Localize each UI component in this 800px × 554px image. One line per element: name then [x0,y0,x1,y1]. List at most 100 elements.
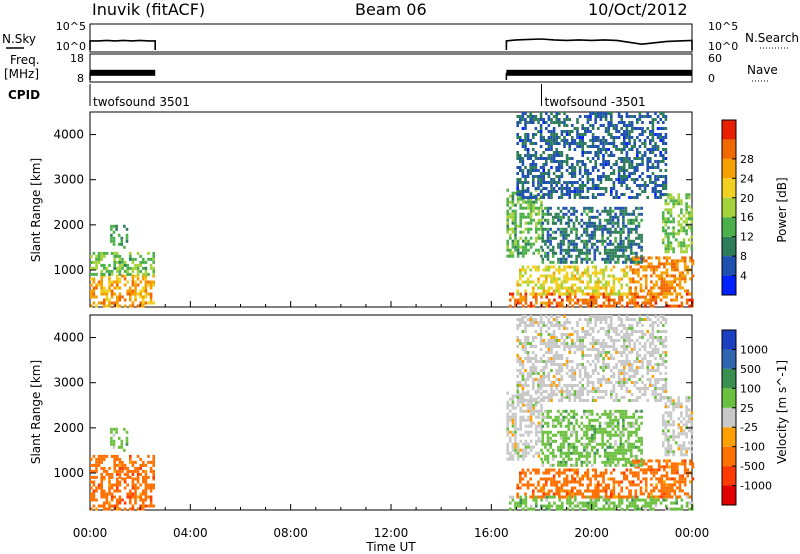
power-cell [506,239,509,243]
power-cell [537,175,540,178]
power-cell [527,197,530,201]
velocity-cell [682,444,686,448]
velocity-cell [131,504,135,508]
power-cell [539,124,543,127]
power-cell [90,295,93,299]
velocity-cell [526,483,530,487]
power-cell [110,289,114,293]
velocity-cell [687,408,691,412]
power-cell [609,242,612,246]
power-cell [558,301,561,305]
power-cell [619,242,623,246]
velocity-cell [627,433,630,437]
power-cell [638,157,642,160]
velocity-cell [516,448,520,452]
power-cell [526,154,530,157]
velocity-cell [674,441,678,445]
power-cell [555,277,558,281]
velocity-cell [622,445,625,449]
power-cell [581,136,584,139]
power-cell [663,265,666,269]
power-cell [591,136,595,139]
velocity-cell [524,342,527,345]
velocity-cell [584,372,587,375]
power-cell [522,200,525,204]
velocity-cell [588,424,591,428]
velocity-cell [620,498,624,502]
power-cell [630,115,634,118]
velocity-cell [628,318,631,321]
velocity-cell [590,424,594,428]
velocity-cell [672,450,675,454]
velocity-cell [563,321,566,324]
velocity-cell [537,489,540,493]
velocity-cell [516,403,520,407]
velocity-cell [627,439,630,443]
velocity-cell [120,442,124,446]
power-cell [560,130,564,133]
power-cell [581,151,584,154]
velocity-cell [568,480,571,484]
velocity-cell [144,504,148,508]
power-cell [546,221,550,225]
velocity-cell [552,339,556,342]
power-cell [576,133,579,136]
power-cell [555,154,558,157]
velocity-cell [516,327,519,330]
velocity-cell [617,480,621,484]
velocity-cell [571,480,574,484]
velocity-cell [607,327,610,330]
velocity-cell [624,457,628,461]
velocity-cell [599,378,603,381]
power-cell [669,232,673,236]
velocity-cell [584,336,587,339]
velocity-cell [665,498,668,502]
velocity-cell [100,472,103,476]
power-cell [651,121,655,124]
velocity-cell [598,430,602,434]
power-cell [567,245,571,249]
power-cell [680,226,683,230]
power-cell [619,227,623,231]
nave-label: Nave [747,63,778,77]
velocity-cell [542,339,545,342]
velocity-cell [609,430,612,434]
power-cell [634,256,638,260]
power-cell [516,181,519,184]
power-cell [629,230,633,234]
power-cell [665,259,669,263]
velocity-cell [535,403,538,407]
velocity-cell [526,351,530,354]
velocity-cell [626,498,629,502]
velocity-cell [607,477,610,481]
velocity-cell [139,498,142,502]
power-cell [572,221,576,225]
power-cell [581,298,585,302]
power-cell [521,157,525,160]
velocity-cell [610,369,613,372]
velocity-cell [647,495,651,499]
power-cell [676,277,679,281]
velocity-cell [610,390,613,393]
velocity-cell [591,495,595,499]
velocity-cell [581,327,584,330]
velocity-cell [575,460,578,464]
power-cell [563,118,566,121]
velocity-cell [521,321,525,324]
power-cell [516,136,519,139]
velocity-cell [571,372,574,375]
power-cell [619,236,623,240]
velocity-cell [607,324,610,327]
velocity-cell [601,427,604,431]
velocity-cell [544,430,547,434]
velocity-cell [559,448,563,452]
power-cell [638,187,642,190]
velocity-cell [690,444,694,448]
power-cell [630,163,634,166]
velocity-cell [646,318,649,321]
power-cell [583,257,586,261]
power-cell [641,115,644,118]
power-cell [597,115,600,118]
velocity-cell [594,399,597,402]
velocity-cell [110,472,114,476]
